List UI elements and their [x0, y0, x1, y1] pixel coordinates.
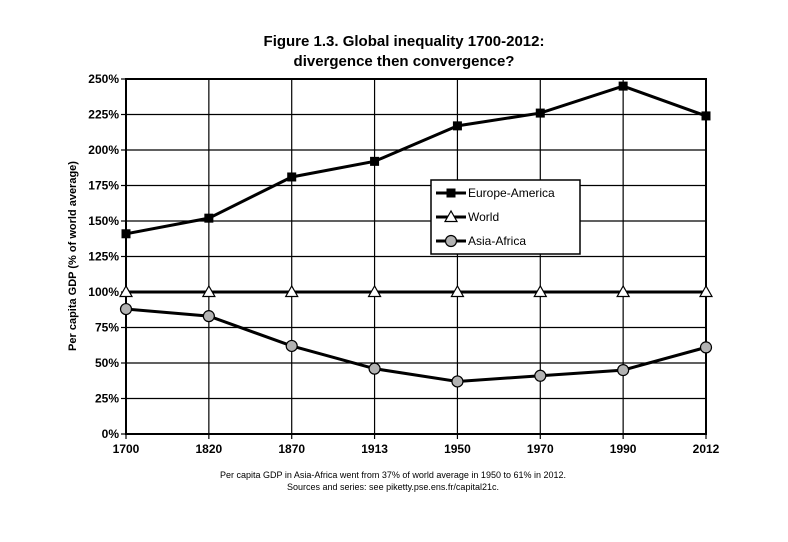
point-world-1700	[118, 284, 134, 298]
series-line-europe-america	[125, 84, 707, 236]
point-asia-africa-1820	[202, 310, 215, 323]
xtick-label-0: 1700	[113, 442, 140, 456]
point-europe-america-1950	[452, 121, 462, 131]
ytick-label-4: 100%	[88, 285, 119, 299]
footnote-1: Per capita GDP in Asia-Africa went from …	[220, 470, 566, 480]
point-world-1913	[367, 284, 382, 298]
xtick-label-5: 1970	[527, 442, 554, 456]
ytick-label-10: 250%	[88, 72, 119, 86]
xtick-label-7: 2012	[693, 442, 720, 456]
point-world-1970	[533, 284, 548, 298]
xtick-label-6: 1990	[610, 442, 637, 456]
point-asia-africa-1700	[119, 302, 133, 316]
xtick-label-4: 1950	[444, 442, 471, 456]
legend-label-asia-africa: Asia-Africa	[468, 234, 526, 248]
point-asia-africa-1870	[285, 339, 298, 353]
point-europe-america-2012	[701, 111, 711, 121]
legend-label-world: World	[468, 210, 499, 224]
point-europe-america-1700	[121, 229, 131, 239]
legend-marker-world	[443, 209, 459, 223]
series-asia-africa	[119, 302, 713, 388]
legend-label-europe-america: Europe-America	[468, 186, 555, 200]
series-europe-america	[121, 81, 711, 239]
series-line-asia-africa	[125, 307, 707, 383]
point-asia-africa-1950	[451, 375, 464, 388]
point-europe-america-1970	[535, 108, 545, 118]
xtick-label-1: 1820	[196, 442, 223, 456]
chart-subtitle: divergence then convergence?	[294, 53, 515, 70]
ytick-label-7: 175%	[88, 179, 119, 193]
ytick-label-9: 225%	[88, 108, 119, 122]
point-asia-africa-1970	[534, 369, 547, 382]
x-axis-ticks: 1700 1820 1870 1913 1950 1970 1990 2012	[113, 434, 720, 456]
legend-marker-asia-africa	[444, 234, 458, 248]
point-asia-africa-1913	[368, 362, 381, 375]
series-group	[118, 81, 714, 388]
point-asia-africa-1990	[617, 364, 630, 377]
y-axis-label: Per capita GDP (% of world average)	[67, 161, 79, 351]
y-axis-ticks: 0% 25% 50% 75% 100% 125% 150% 175% 200% 225% 250%	[88, 72, 126, 441]
ytick-label-8: 200%	[88, 143, 119, 157]
point-world-1950	[450, 284, 465, 298]
footnote-2: Sources and series: see piketty.pse.ens.…	[287, 482, 499, 492]
xtick-label-2: 1870	[278, 442, 305, 456]
legend-marker-europe-america	[446, 188, 456, 198]
plot-frame	[125, 78, 707, 435]
point-europe-america-1913	[370, 156, 380, 166]
ytick-label-6: 150%	[88, 214, 119, 228]
ytick-label-2: 50%	[95, 356, 119, 370]
legend: Europe-America World Asia-Africa	[430, 179, 581, 255]
ytick-label-1: 25%	[95, 392, 119, 406]
ytick-label-0: 0%	[102, 427, 120, 441]
grid	[125, 78, 707, 435]
point-europe-america-1820	[204, 213, 214, 223]
point-europe-america-1990	[618, 81, 628, 91]
ytick-label-3: 75%	[95, 321, 119, 335]
point-world-1990	[616, 284, 631, 298]
ytick-label-5: 125%	[88, 250, 119, 264]
series-world	[118, 284, 714, 298]
point-europe-america-1870	[287, 172, 297, 182]
point-world-1870	[284, 284, 299, 298]
xtick-label-3: 1913	[361, 442, 388, 456]
chart-title: Figure 1.3. Global inequality 1700-2012:	[264, 33, 545, 50]
point-world-1820	[201, 284, 216, 298]
point-asia-africa-2012	[699, 341, 713, 354]
point-world-2012	[698, 284, 714, 298]
